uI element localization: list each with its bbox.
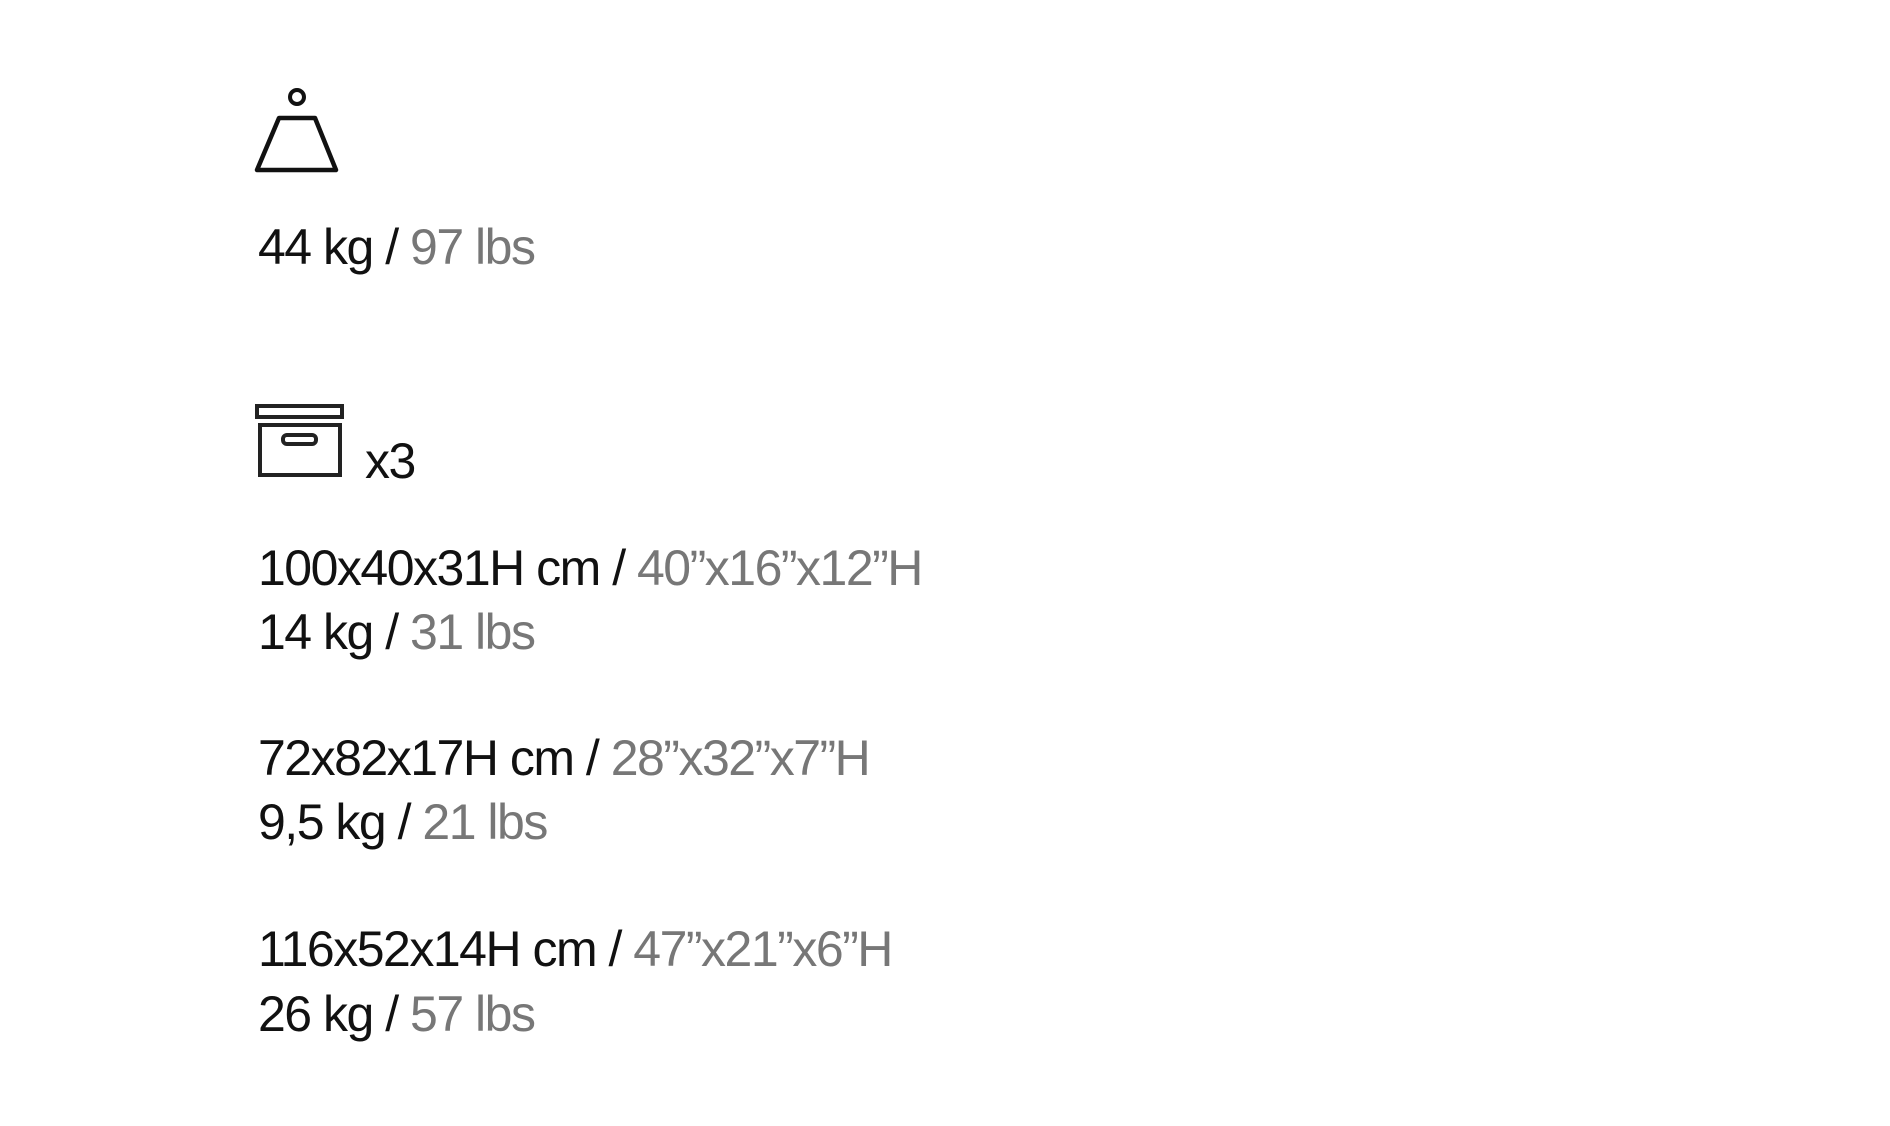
separator: / <box>573 730 611 786</box>
separator: / <box>385 794 423 850</box>
weight-metric: 14 kg <box>258 604 374 660</box>
weight-metric: 26 kg <box>258 986 374 1042</box>
separator: / <box>372 219 411 275</box>
package-2-dimensions: 72x82x17H cm / 28”x32”x7”H <box>258 730 871 786</box>
package-3-weight: 26 kg / 57 lbs <box>258 986 536 1042</box>
separator: / <box>372 986 411 1042</box>
package-2-weight: 9,5 kg / 21 lbs <box>258 794 548 850</box>
box-icon <box>255 404 344 477</box>
separator: / <box>599 540 637 596</box>
weight-icon <box>254 88 339 173</box>
weight-metric: 44 kg <box>258 219 374 275</box>
dims-imperial: 47”x21”x6”H <box>633 921 893 977</box>
separator: / <box>596 921 634 977</box>
weight-imperial: 21 lbs <box>422 794 548 850</box>
weight-imperial: 31 lbs <box>410 604 536 660</box>
dims-imperial: 28”x32”x7”H <box>610 730 871 786</box>
package-count: x3 <box>365 433 416 489</box>
package-3-dimensions: 116x52x14H cm / 47”x21”x6”H <box>258 921 893 977</box>
package-1-weight: 14 kg / 31 lbs <box>258 604 536 660</box>
weight-imperial: 57 lbs <box>410 986 536 1042</box>
dims-metric: 100x40x31H cm <box>258 540 601 596</box>
weight-imperial: 97 lbs <box>410 219 536 275</box>
package-1-dimensions: 100x40x31H cm / 40”x16”x12”H <box>258 540 923 596</box>
product-weight: 44 kg / 97 lbs <box>258 219 536 275</box>
dims-metric: 116x52x14H cm <box>258 921 598 977</box>
dims-metric: 72x82x17H cm <box>258 730 575 786</box>
separator: / <box>372 604 411 660</box>
weight-metric: 9,5 kg <box>258 794 387 850</box>
dims-imperial: 40”x16”x12”H <box>637 540 923 596</box>
